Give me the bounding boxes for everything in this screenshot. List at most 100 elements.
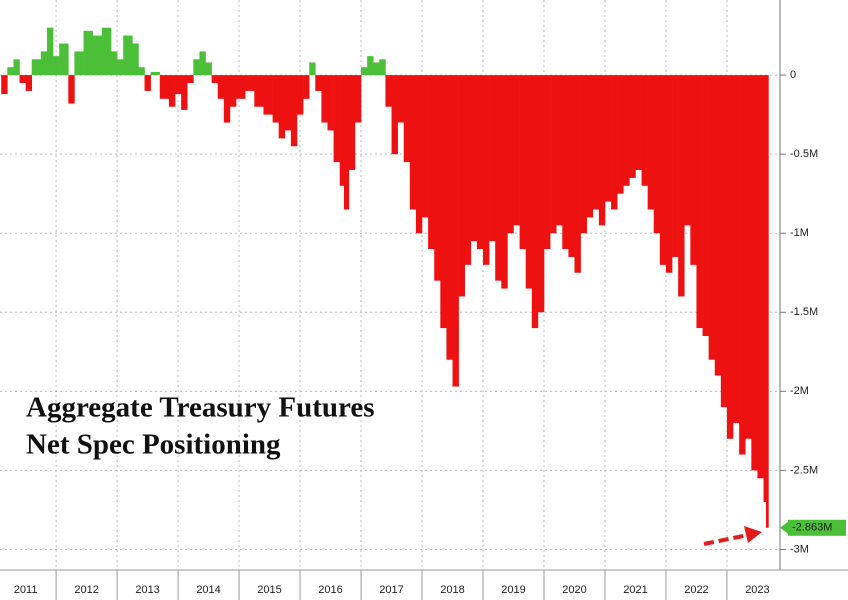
area-segment xyxy=(635,75,642,170)
x-tick-label: 2015 xyxy=(257,584,281,596)
x-tick-label: 2019 xyxy=(501,584,525,596)
area-segment xyxy=(205,62,212,76)
area-segment xyxy=(556,75,563,226)
area-segment xyxy=(629,75,636,178)
area-segment xyxy=(720,75,728,408)
area-segment xyxy=(385,75,392,107)
area-segment xyxy=(513,75,520,226)
area-segment xyxy=(397,75,405,123)
area-segment xyxy=(333,75,340,163)
area-segment xyxy=(440,75,447,329)
area-segment xyxy=(757,75,764,479)
y-tick-label: -1M xyxy=(790,227,809,239)
area-segment xyxy=(678,75,685,297)
last-value-pointer xyxy=(780,521,788,534)
area-segment xyxy=(168,75,176,107)
area-segment xyxy=(574,75,581,273)
area-segment xyxy=(303,75,310,99)
x-tick-label: 2017 xyxy=(379,584,403,596)
x-tick-label: 2013 xyxy=(135,584,159,596)
x-tick-label: 2012 xyxy=(74,584,98,596)
area-segment xyxy=(617,75,624,194)
y-tick-label: -1.5M xyxy=(790,306,818,318)
area-segment xyxy=(19,75,26,84)
area-segment xyxy=(31,59,42,76)
area-segment xyxy=(74,51,84,76)
last-value-box xyxy=(788,519,846,536)
y-tick-label: -0.5M xyxy=(790,148,818,160)
area-segment xyxy=(403,75,411,163)
area-segment xyxy=(672,75,679,257)
area-segment xyxy=(367,56,374,76)
area-segment xyxy=(470,75,478,242)
area-segment xyxy=(25,75,33,91)
chart-title: Aggregate Treasury Futures xyxy=(26,392,375,424)
area-segment xyxy=(611,75,618,210)
area-segment xyxy=(446,75,453,360)
area-segment xyxy=(284,75,292,131)
x-tick-label: 2014 xyxy=(196,584,220,596)
area-segment xyxy=(623,75,630,186)
area-segment xyxy=(272,75,280,123)
area-segment xyxy=(489,75,496,242)
area-segment xyxy=(175,75,182,95)
area-segment xyxy=(101,27,112,76)
area-segment xyxy=(483,75,490,265)
x-tick-label: 2023 xyxy=(745,584,769,596)
area-segment xyxy=(476,75,484,250)
area-segment xyxy=(339,75,345,186)
area-segment xyxy=(123,35,133,76)
area-segment xyxy=(59,43,69,76)
area-segment xyxy=(543,75,551,250)
area-segment xyxy=(92,35,103,76)
area-segment xyxy=(83,30,93,76)
y-tick-label: -3M xyxy=(790,543,809,555)
area-segment xyxy=(150,71,161,76)
area-segment xyxy=(763,75,767,503)
last-value-label: -2.863M xyxy=(792,522,832,534)
area-segment xyxy=(361,67,368,76)
x-tick-label: 2018 xyxy=(440,584,464,596)
area-segment xyxy=(745,75,752,439)
area-segment xyxy=(296,75,304,115)
area-segment xyxy=(665,75,673,273)
area-segment xyxy=(428,75,435,250)
area-segment xyxy=(68,75,75,104)
chart-title: Net Spec Positioning xyxy=(26,429,281,461)
arrow xyxy=(703,526,762,546)
area-segment xyxy=(263,75,273,115)
area-segment xyxy=(278,75,286,139)
area-segment xyxy=(132,43,139,76)
area-segment xyxy=(765,75,769,528)
area-segment xyxy=(507,75,514,234)
area-segment xyxy=(229,75,237,107)
area-segment xyxy=(415,75,423,234)
area-segment xyxy=(144,75,151,91)
area-segment xyxy=(525,75,533,289)
area-segment xyxy=(211,75,219,84)
area-segment xyxy=(739,75,746,455)
area-segment xyxy=(690,75,697,265)
y-tick-label: -2M xyxy=(790,385,809,397)
area-segment xyxy=(110,51,118,76)
area-segment xyxy=(751,75,758,471)
area-segment xyxy=(495,75,502,281)
area-segment xyxy=(647,75,655,210)
area-segment xyxy=(568,75,575,257)
area-segment xyxy=(379,59,386,76)
y-tick-label: 0 xyxy=(790,69,796,81)
area-segment xyxy=(592,75,600,210)
area-segment xyxy=(321,75,328,123)
x-tick-label: 2011 xyxy=(14,584,38,596)
area-segment xyxy=(580,75,587,234)
area-segment xyxy=(315,75,322,91)
area-segment xyxy=(714,75,722,376)
area-segment xyxy=(13,59,20,76)
x-tick-label: 2022 xyxy=(684,584,708,596)
area-segment xyxy=(409,75,417,210)
x-tick-label: 2020 xyxy=(562,584,586,596)
area-segment xyxy=(464,75,472,265)
area-segment xyxy=(354,75,362,123)
area-segment xyxy=(348,75,356,170)
